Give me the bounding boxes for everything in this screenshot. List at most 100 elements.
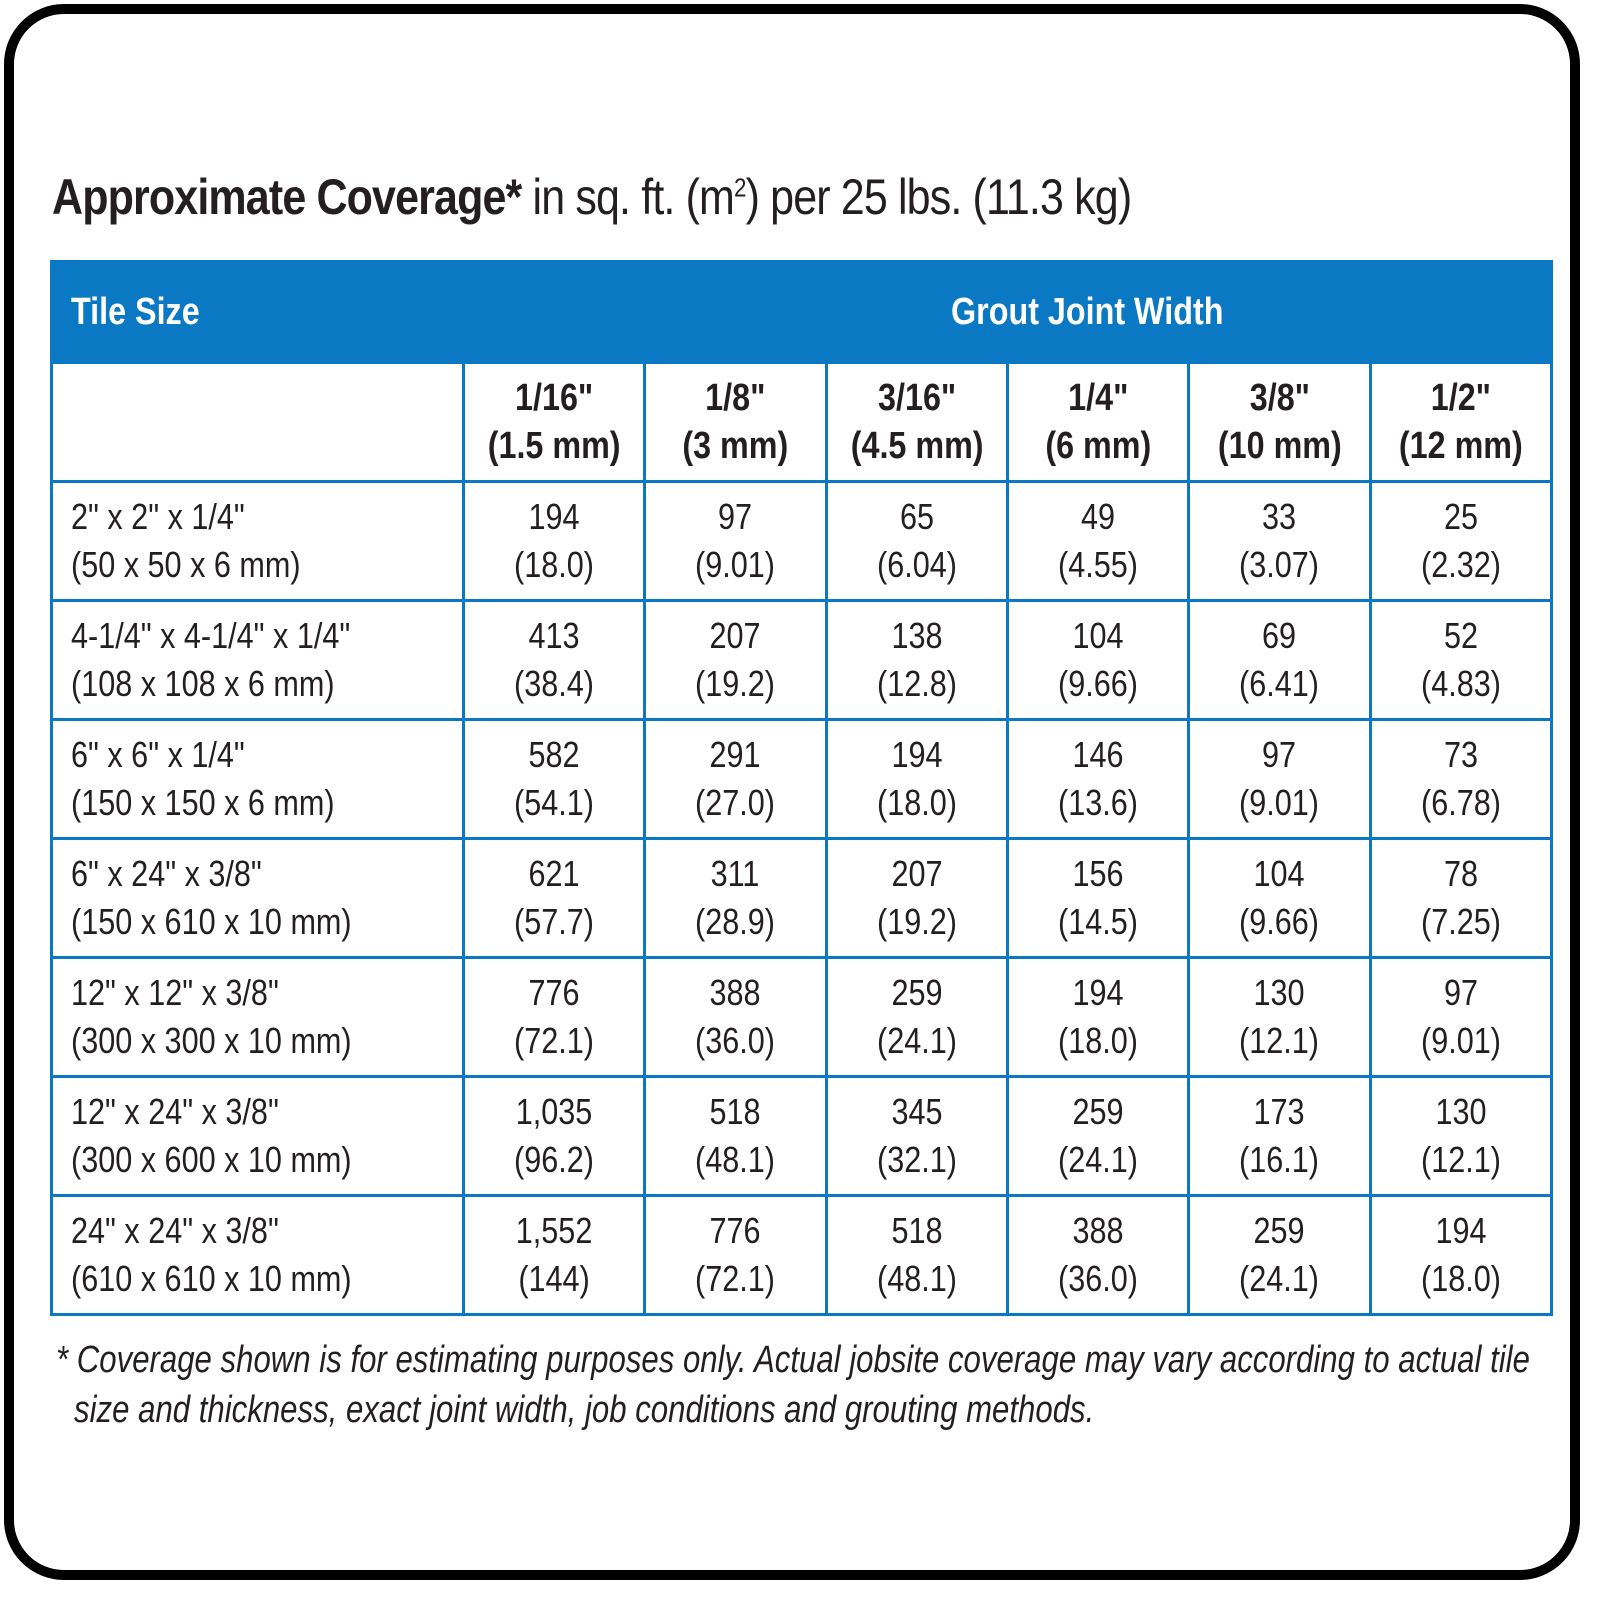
coverage-sqft: 1,035 bbox=[515, 1091, 593, 1132]
coverage-cell: 97 (9.01) bbox=[643, 480, 828, 602]
coverage-text: 33 (3.07) bbox=[1240, 493, 1320, 589]
coverage-m2: (19.2) bbox=[695, 663, 776, 704]
coverage-sqft: 259 bbox=[1072, 1091, 1124, 1132]
coverage-text: 104 (9.66) bbox=[1240, 850, 1320, 946]
coverage-sqft: 259 bbox=[1253, 1210, 1306, 1251]
joint-width-in: 3/16" bbox=[877, 377, 956, 419]
coverage-text: 194 (18.0) bbox=[514, 493, 594, 589]
coverage-text: 194 (18.0) bbox=[1058, 969, 1138, 1065]
coverage-sqft: 97 bbox=[1443, 972, 1478, 1013]
coverage-m2: (12.8) bbox=[876, 663, 957, 704]
coverage-text: 25 (2.32) bbox=[1421, 493, 1501, 589]
coverage-cell: 173 (16.1) bbox=[1187, 1075, 1372, 1197]
coverage-cell: 146 (13.6) bbox=[1005, 718, 1191, 840]
coverage-text: 311 (28.9) bbox=[696, 850, 776, 946]
coverage-sqft: 207 bbox=[709, 615, 762, 656]
coverage-cell: 518 (48.1) bbox=[643, 1075, 828, 1197]
coverage-m2: (18.0) bbox=[876, 782, 957, 823]
coverage-m2: (4.55) bbox=[1058, 544, 1139, 585]
coverage-text: 388 (36.0) bbox=[1058, 1207, 1138, 1303]
coverage-text: 138 (12.8) bbox=[877, 612, 957, 708]
tile-size-text: 24" x 24" x 3/8" (610 x 610 x 10 mm) bbox=[71, 1207, 352, 1303]
coverage-cell: 311 (28.9) bbox=[643, 837, 828, 959]
tile-size-text: 2" x 2" x 1/4" (50 x 50 x 6 mm) bbox=[71, 493, 301, 589]
coverage-sqft: 52 bbox=[1443, 615, 1478, 656]
joint-width-in: 1/4" bbox=[1068, 377, 1129, 419]
coverage-m2: (32.1) bbox=[876, 1139, 957, 1180]
coverage-m2: (9.01) bbox=[695, 544, 776, 585]
tile-size-text: 12" x 24" x 3/8" (300 x 600 x 10 mm) bbox=[71, 1088, 352, 1184]
tile-size-text: 6" x 24" x 3/8" (150 x 610 x 10 mm) bbox=[71, 850, 352, 946]
tile-size-cell: 4-1/4" x 4-1/4" x 1/4" (108 x 108 x 6 mm) bbox=[50, 599, 465, 721]
coverage-text: 104 (9.66) bbox=[1058, 612, 1138, 708]
coverage-text: 73 (6.78) bbox=[1421, 731, 1501, 827]
coverage-text: 388 (36.0) bbox=[696, 969, 776, 1065]
coverage-text: 97 (9.01) bbox=[1240, 731, 1320, 827]
coverage-text: 52 (4.83) bbox=[1421, 612, 1501, 708]
coverage-cell: 25 (2.32) bbox=[1368, 480, 1554, 602]
tile-size-text: 4-1/4" x 4-1/4" x 1/4" (108 x 108 x 6 mm) bbox=[71, 612, 350, 708]
title-bold: Approximate Coverage* bbox=[52, 169, 522, 225]
tile-size-mm: (300 x 600 x 10 mm) bbox=[71, 1139, 352, 1180]
column-header-row: 1/16" (1.5 mm) 1/8" (3 mm) 3/16" (4.5 mm) 1/4"… bbox=[50, 361, 1554, 483]
tile-size-cell: 12" x 12" x 3/8" (300 x 300 x 10 mm) bbox=[50, 956, 465, 1078]
coverage-cell: 138 (12.8) bbox=[824, 599, 1009, 721]
coverage-text: 776 (72.1) bbox=[514, 969, 594, 1065]
tile-size-in: 2" x 2" x 1/4" bbox=[71, 496, 245, 537]
coverage-m2: (9.01) bbox=[1420, 1020, 1501, 1061]
joint-width-in: 1/2" bbox=[1430, 377, 1491, 419]
coverage-text: 130 (12.1) bbox=[1240, 969, 1320, 1065]
coverage-cell: 259 (24.1) bbox=[1187, 1194, 1372, 1316]
joint-width-mm: (1.5 mm) bbox=[487, 425, 621, 467]
coverage-m2: (2.32) bbox=[1420, 544, 1501, 585]
coverage-m2: (48.1) bbox=[876, 1258, 957, 1299]
table-row: 6" x 24" x 3/8" (150 x 610 x 10 mm) 621 (57… bbox=[50, 837, 1554, 959]
coverage-m2: (18.0) bbox=[1420, 1258, 1501, 1299]
coverage-cell: 582 (54.1) bbox=[461, 718, 647, 840]
coverage-sqft: 97 bbox=[1262, 734, 1297, 775]
coverage-sqft: 69 bbox=[1262, 615, 1297, 656]
coverage-cell: 52 (4.83) bbox=[1368, 599, 1554, 721]
coverage-cell: 1,035 (96.2) bbox=[461, 1075, 647, 1197]
coverage-cell: 621 (57.7) bbox=[461, 837, 647, 959]
coverage-sqft: 518 bbox=[709, 1091, 762, 1132]
coverage-sqft: 413 bbox=[528, 615, 580, 656]
coverage-cell: 130 (12.1) bbox=[1368, 1075, 1554, 1197]
table-row: 12" x 24" x 3/8" (300 x 600 x 10 mm) 1,035… bbox=[50, 1075, 1554, 1197]
column-header-text: 1/16" (1.5 mm) bbox=[488, 374, 621, 470]
coverage-sqft: 291 bbox=[709, 734, 762, 775]
coverage-text: 518 (48.1) bbox=[877, 1207, 957, 1303]
coverage-cell: 156 (14.5) bbox=[1005, 837, 1191, 959]
coverage-m2: (6.41) bbox=[1239, 663, 1320, 704]
coverage-cell: 518 (48.1) bbox=[824, 1194, 1009, 1316]
table-row: 2" x 2" x 1/4" (50 x 50 x 6 mm) 194 (18.0) 9… bbox=[50, 480, 1554, 602]
coverage-cell: 207 (19.2) bbox=[824, 837, 1009, 959]
coverage-cell: 291 (27.0) bbox=[643, 718, 828, 840]
coverage-text: 97 (9.01) bbox=[696, 493, 776, 589]
coverage-sqft: 207 bbox=[891, 853, 943, 894]
coverage-sqft: 259 bbox=[891, 972, 943, 1013]
title-post: ) per 25 lbs. (11.3 kg) bbox=[745, 169, 1133, 225]
coverage-text: 146 (13.6) bbox=[1058, 731, 1138, 827]
coverage-sqft: 194 bbox=[1435, 1210, 1487, 1251]
coverage-sqft: 621 bbox=[528, 853, 580, 894]
coverage-text: 259 (24.1) bbox=[1058, 1088, 1138, 1184]
coverage-text: 518 (48.1) bbox=[696, 1088, 776, 1184]
tile-size-in: 24" x 24" x 3/8" bbox=[71, 1210, 279, 1251]
coverage-text: 173 (16.1) bbox=[1240, 1088, 1320, 1184]
coverage-text: 156 (14.5) bbox=[1058, 850, 1138, 946]
coverage-sqft: 388 bbox=[709, 972, 762, 1013]
coverage-cell: 97 (9.01) bbox=[1368, 956, 1554, 1078]
coverage-text: 194 (18.0) bbox=[877, 731, 957, 827]
coverage-m2: (12.1) bbox=[1239, 1020, 1320, 1061]
coverage-sqft: 146 bbox=[1072, 734, 1124, 775]
coverage-m2: (24.1) bbox=[1239, 1258, 1320, 1299]
coverage-sqft: 518 bbox=[891, 1210, 943, 1251]
coverage-m2: (6.78) bbox=[1420, 782, 1501, 823]
coverage-m2: (18.0) bbox=[514, 544, 595, 585]
coverage-cell: 194 (18.0) bbox=[461, 480, 647, 602]
column-header: 1/2" (12 mm) bbox=[1368, 361, 1554, 483]
coverage-sqft: 776 bbox=[709, 1210, 762, 1251]
column-header: 1/16" (1.5 mm) bbox=[461, 361, 647, 483]
table-row: 12" x 12" x 3/8" (300 x 300 x 10 mm) 776 (7… bbox=[50, 956, 1554, 1078]
